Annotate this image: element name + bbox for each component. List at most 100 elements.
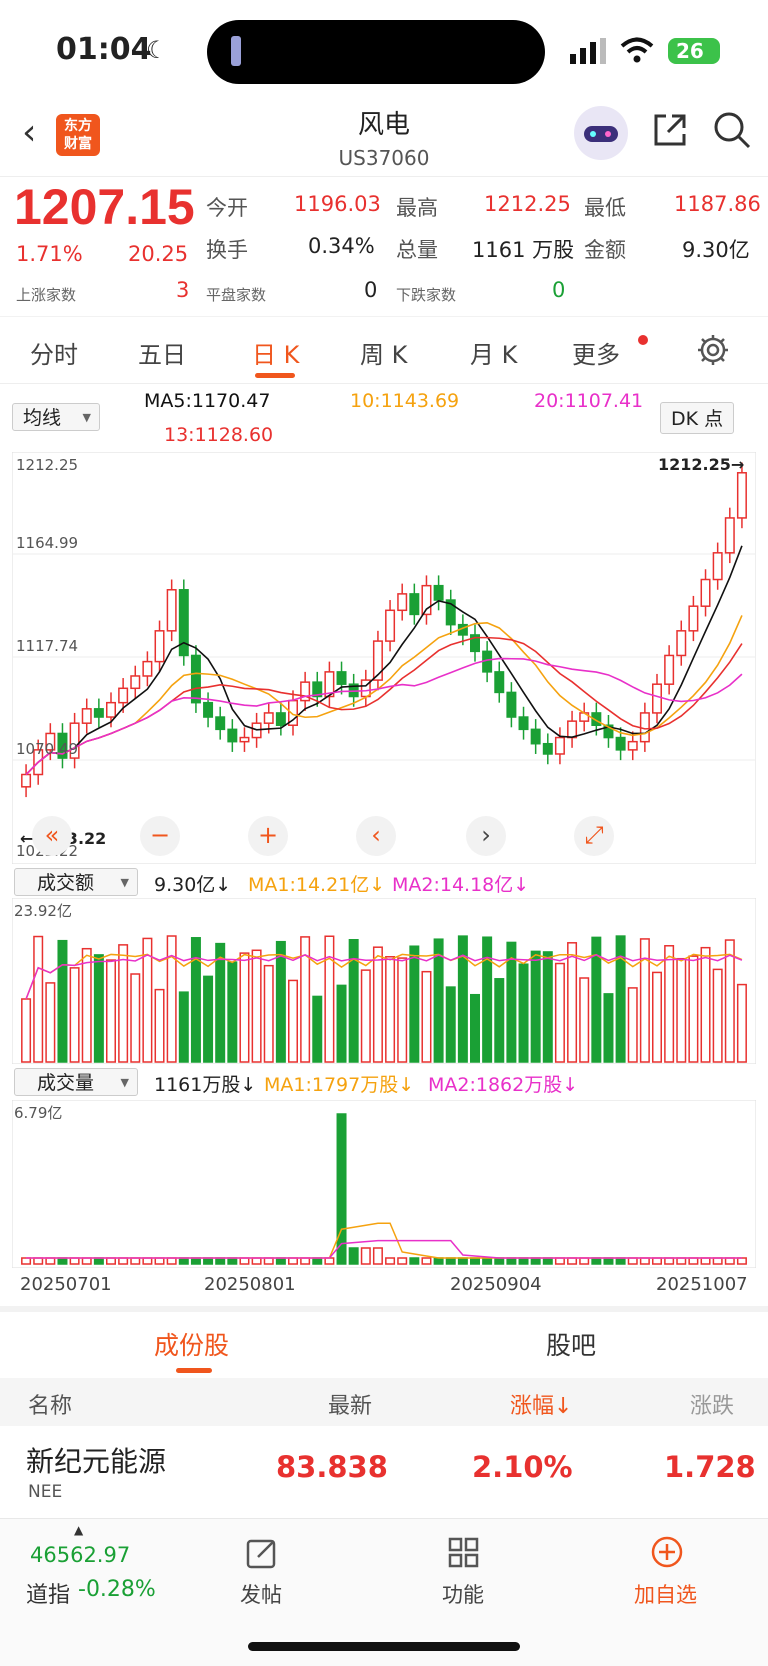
search-icon[interactable]	[712, 110, 752, 154]
robot-avatar-icon[interactable]	[574, 106, 628, 160]
function-label[interactable]: 功能	[442, 1583, 484, 1607]
amount-ma2: MA2:14.18亿↓	[392, 874, 530, 896]
candle-body	[21, 773, 32, 788]
down-count-label: 下跌家数	[396, 286, 457, 304]
dk-point-button[interactable]: DK 点	[660, 402, 734, 434]
tab-five-day[interactable]: 五日	[138, 341, 186, 369]
ma-selector[interactable]: 均线 ▼	[12, 403, 100, 431]
date-label: 20250801	[204, 1274, 296, 1295]
amount-bar	[736, 983, 747, 1063]
volume-bar	[81, 1257, 92, 1265]
amount-bar	[567, 942, 578, 1063]
next-icon[interactable]: ›	[466, 816, 506, 856]
volume-bar	[69, 1257, 80, 1265]
tab-forum[interactable]: 股吧	[546, 1331, 597, 1360]
active-tab-indicator	[255, 373, 295, 378]
post-label[interactable]: 发帖	[240, 1583, 282, 1607]
amount-bar	[93, 954, 104, 1063]
table-row[interactable]: 新纪元能源 NEE 83.838 2.10% 1.728	[0, 1426, 768, 1519]
add-watchlist-label[interactable]: 加自选	[634, 1583, 697, 1607]
volume-bar	[627, 1257, 638, 1265]
wifi-icon	[620, 36, 654, 68]
amount-bar	[579, 977, 590, 1063]
amount-bar	[470, 993, 480, 1063]
bottom-toolbar: ▲ 46562.97 道指 -0.28% 发帖 功能 加自选	[0, 1518, 768, 1666]
index-name[interactable]: 道指	[26, 1583, 71, 1608]
edit-icon[interactable]	[246, 1537, 278, 1573]
candle-body	[688, 605, 699, 632]
zoom-in-icon[interactable]: +	[248, 816, 288, 856]
candle-body	[627, 740, 638, 751]
index-value[interactable]: 46562.97	[30, 1543, 131, 1567]
candle-body	[591, 712, 602, 726]
page-title: 风电	[357, 110, 410, 140]
index-pct[interactable]: -0.28%	[78, 1577, 156, 1602]
amount-bar	[639, 938, 650, 1063]
amount-bar	[591, 936, 602, 1063]
ma10-value: 10:1143.69	[350, 390, 460, 412]
active-section-indicator	[176, 1368, 212, 1373]
tab-weekly-k[interactable]: 周 K	[360, 341, 408, 369]
back-icon[interactable]: ‹	[22, 112, 37, 153]
volume-bar	[130, 1257, 141, 1265]
volume-bar	[33, 1257, 44, 1265]
tab-monthly-k[interactable]: 月 K	[470, 341, 518, 369]
volume-bar	[494, 1257, 505, 1265]
grid-icon[interactable]	[448, 1537, 480, 1573]
candle-body	[676, 630, 687, 657]
zoom-out-icon[interactable]: −	[140, 816, 180, 856]
amount-bar	[603, 993, 614, 1063]
volume-chart: 6.79亿	[12, 1100, 756, 1268]
amount-bar	[494, 978, 505, 1063]
period-tabs: 分时 五日 日 K 周 K 月 K 更多	[0, 316, 768, 384]
amount-value: 9.30亿	[682, 238, 750, 262]
settings-gear-icon[interactable]	[696, 333, 730, 371]
volume-bar	[385, 1257, 396, 1265]
amount-bar	[433, 938, 444, 1063]
amount-bar	[409, 945, 420, 1063]
volume-bar	[518, 1257, 529, 1265]
candle-body	[57, 732, 68, 759]
candlestick-chart[interactable]: 1212.25 1164.99 1117.74 1070.49 1023.22 …	[12, 452, 756, 864]
volume-selector[interactable]: 成交量 ▼	[14, 1068, 138, 1096]
volume-bar	[348, 1247, 359, 1265]
amount-bar	[57, 939, 68, 1063]
candle-body	[336, 671, 347, 685]
volume-bar	[579, 1257, 590, 1265]
signal-icon	[570, 38, 610, 68]
amount-bar	[445, 986, 456, 1063]
volume-bar	[21, 1257, 32, 1265]
add-circle-icon[interactable]	[650, 1535, 684, 1573]
amount-bar	[81, 947, 92, 1063]
fullscreen-icon[interactable]: ⤢	[574, 816, 614, 856]
amount-bar	[288, 979, 298, 1063]
tab-more[interactable]: 更多	[572, 341, 620, 369]
col-latest[interactable]: 最新	[328, 1394, 373, 1419]
volume-bar	[542, 1257, 553, 1265]
ma-selector-label: 均线	[23, 407, 62, 429]
col-change[interactable]: 涨跌	[690, 1394, 735, 1419]
tab-intraday[interactable]: 分时	[30, 341, 78, 369]
amount-selector[interactable]: 成交额 ▼	[14, 868, 138, 896]
candle-body	[166, 589, 177, 632]
change-pct: 1.71%	[16, 242, 83, 266]
tab-daily-k[interactable]: 日 K	[252, 341, 300, 369]
amount-bar	[652, 971, 662, 1063]
col-change-pct[interactable]: 涨幅↓	[510, 1394, 573, 1419]
status-time: 01:04	[56, 32, 152, 67]
amount-bar	[542, 951, 553, 1063]
col-name[interactable]: 名称	[28, 1394, 73, 1419]
candle-body	[154, 630, 165, 663]
amount-bar	[203, 975, 214, 1063]
prev-icon[interactable]: ‹	[356, 816, 396, 856]
volume-bar	[203, 1257, 214, 1265]
volume-selector-label: 成交量	[37, 1072, 95, 1094]
status-bar: 01:04 ☾ 26	[0, 0, 768, 100]
share-icon[interactable]	[650, 110, 690, 154]
tab-constituents[interactable]: 成份股	[154, 1331, 230, 1360]
volume-ma2: MA2:1862万股↓	[428, 1074, 579, 1096]
amount-bar	[615, 935, 626, 1063]
up-count: 3	[176, 278, 190, 302]
down-count: 0	[552, 278, 566, 302]
scroll-left-icon[interactable]: «	[32, 816, 72, 856]
